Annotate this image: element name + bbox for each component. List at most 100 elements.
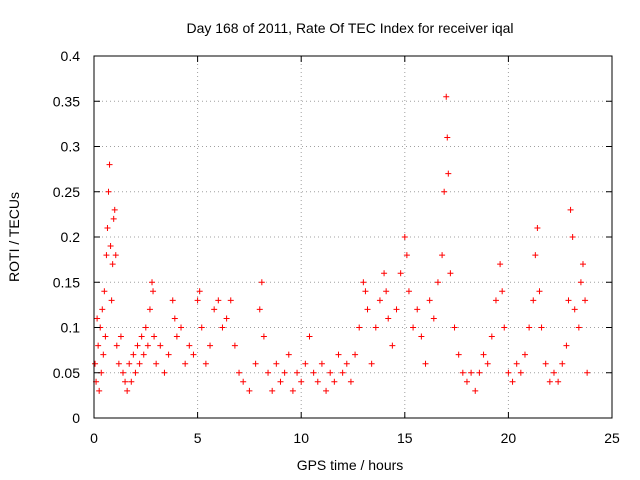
data-point — [150, 288, 157, 295]
data-point — [101, 288, 108, 295]
data-point — [501, 324, 508, 331]
data-point — [117, 333, 124, 340]
data-point — [385, 315, 392, 322]
data-point — [277, 378, 284, 385]
data-point — [236, 369, 243, 376]
data-point — [202, 360, 209, 367]
data-point — [497, 261, 504, 268]
data-point — [418, 333, 425, 340]
data-point — [157, 342, 164, 349]
data-point — [563, 342, 570, 349]
data-point — [447, 270, 454, 277]
data-point — [132, 369, 139, 376]
y-tick-label: 0.35 — [53, 93, 80, 109]
data-point — [207, 342, 214, 349]
y-tick-label: 0 — [72, 410, 80, 426]
data-point — [171, 315, 178, 322]
data-point — [480, 351, 487, 358]
data-point — [459, 369, 466, 376]
data-point — [343, 360, 350, 367]
data-point — [102, 333, 109, 340]
axis-ticks — [93, 55, 613, 419]
data-point — [173, 333, 180, 340]
data-point — [194, 297, 201, 304]
chart-title: Day 168 of 2011, Rate Of TEC Index for r… — [186, 20, 513, 36]
data-point — [577, 279, 584, 286]
data-point — [451, 324, 458, 331]
data-point — [339, 369, 346, 376]
data-point — [111, 206, 118, 213]
data-point — [444, 134, 451, 141]
data-point — [113, 342, 120, 349]
data-point — [298, 378, 305, 385]
data-point — [314, 378, 321, 385]
data-point — [128, 378, 135, 385]
data-point — [294, 369, 301, 376]
data-point — [567, 206, 574, 213]
data-point — [331, 378, 338, 385]
data-point — [422, 360, 429, 367]
data-point — [397, 270, 404, 277]
data-point — [223, 315, 230, 322]
data-point — [455, 351, 462, 358]
data-point — [364, 306, 371, 313]
data-point — [215, 297, 222, 304]
data-point — [360, 279, 367, 286]
data-point — [115, 360, 122, 367]
y-tick-label: 0.4 — [61, 48, 81, 64]
data-point — [146, 306, 153, 313]
data-point — [513, 360, 520, 367]
data-points — [92, 93, 591, 394]
data-point — [100, 351, 107, 358]
data-point — [484, 360, 491, 367]
data-point — [383, 288, 390, 295]
data-point — [509, 378, 516, 385]
data-point — [161, 369, 168, 376]
data-point — [252, 360, 259, 367]
data-point — [430, 315, 437, 322]
data-point — [109, 261, 116, 268]
data-point — [445, 170, 452, 177]
data-point — [534, 224, 541, 231]
data-point — [565, 297, 572, 304]
data-point — [441, 188, 448, 195]
data-point — [426, 297, 433, 304]
data-point — [169, 297, 176, 304]
data-point — [190, 351, 197, 358]
data-point — [335, 351, 342, 358]
data-point — [499, 288, 506, 295]
data-point — [112, 252, 119, 259]
data-point — [104, 224, 111, 231]
data-point — [142, 324, 149, 331]
data-point — [401, 234, 408, 240]
y-axis-label: ROTI / TECUs — [6, 192, 22, 282]
data-point — [165, 351, 172, 358]
y-tick-label: 0.2 — [61, 229, 81, 245]
data-point — [120, 369, 127, 376]
data-point — [555, 378, 562, 385]
data-point — [108, 297, 115, 304]
data-point — [306, 333, 313, 340]
data-point — [405, 288, 412, 295]
data-point — [538, 324, 545, 331]
data-point — [103, 252, 110, 259]
data-point — [327, 369, 334, 376]
data-point — [376, 297, 383, 304]
data-point — [542, 360, 549, 367]
data-point — [110, 215, 117, 222]
data-point — [178, 324, 185, 331]
data-point — [302, 360, 309, 367]
data-point — [196, 288, 203, 295]
y-tick-labels: 0 0.05 0.1 0.15 0.2 0.25 0.3 0.35 0.4 — [53, 48, 80, 426]
data-point — [107, 243, 114, 250]
data-point — [517, 369, 524, 376]
data-point — [476, 369, 483, 376]
data-point — [393, 306, 400, 313]
data-point — [153, 360, 160, 367]
data-point — [584, 369, 591, 376]
data-point — [550, 369, 557, 376]
data-point — [579, 261, 586, 268]
data-point — [310, 369, 317, 376]
data-point — [92, 360, 99, 367]
data-point — [140, 351, 147, 358]
